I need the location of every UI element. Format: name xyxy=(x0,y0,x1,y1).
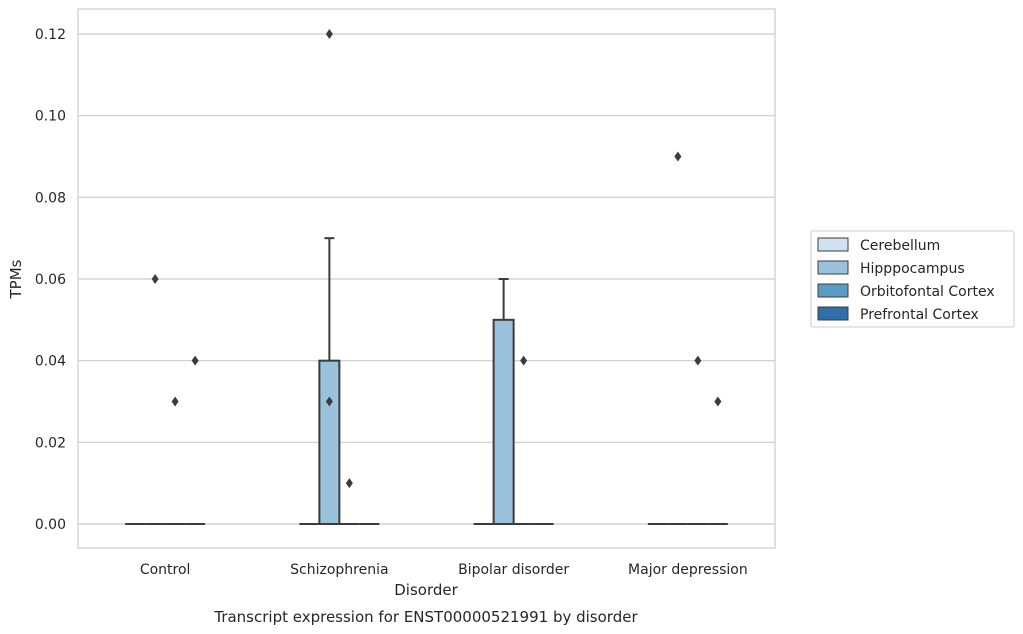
outlier-point xyxy=(325,396,333,407)
y-tick-label: 0.06 xyxy=(35,272,66,288)
y-tick-label: 0.10 xyxy=(35,109,66,125)
outlier-point xyxy=(191,355,199,366)
y-axis-ticks: 0.00 0.02 0.04 0.06 0.08 0.10 0.12 xyxy=(35,27,66,533)
x-tick-label: Bipolar disorder xyxy=(458,562,569,578)
legend-frame xyxy=(810,230,1015,328)
box-hipppocampus xyxy=(145,274,166,525)
box-rect xyxy=(318,359,341,525)
box-rect xyxy=(492,318,515,526)
legend-swatch xyxy=(817,306,849,321)
legend-swatch xyxy=(817,283,849,298)
outlier-point xyxy=(520,355,528,366)
plot-frame xyxy=(77,8,776,549)
y-tick-label: 0.04 xyxy=(35,354,66,370)
legend-label: Hipppocampus xyxy=(860,261,965,277)
chart-title: Transcript expression for ENST0000052199… xyxy=(213,608,638,626)
legend: Cerebellum Hipppocampus Orbitofontal Corte… xyxy=(810,230,1015,328)
outlier-point xyxy=(171,396,179,407)
outlier-point xyxy=(151,274,159,284)
legend-label: Prefrontal Cortex xyxy=(860,307,979,323)
x-tick-label: Major depression xyxy=(628,562,748,578)
x-axis-ticks: Control Schizophrenia Bipolar disorder Majo… xyxy=(140,562,748,578)
x-tick-label: Schizophrenia xyxy=(290,562,388,578)
box-orbitofontal-cortex xyxy=(165,396,186,525)
box-hipppocampus xyxy=(318,29,341,525)
box-prefrontal-cortex xyxy=(707,396,728,525)
box-plot-series xyxy=(125,29,728,526)
outlier-point xyxy=(325,29,333,39)
y-axis-title: TPMs xyxy=(7,259,25,299)
y-tick-label: 0.00 xyxy=(35,517,66,533)
box-hipppocampus xyxy=(667,151,688,525)
box-hipppocampus xyxy=(492,278,515,526)
y-tick-label: 0.02 xyxy=(35,435,66,451)
outlier-point xyxy=(345,478,353,489)
box-orbitofontal-cortex xyxy=(687,355,708,525)
y-tick-label: 0.08 xyxy=(35,190,66,206)
legend-swatch xyxy=(817,237,849,252)
x-tick-label: Control xyxy=(140,562,191,578)
outlier-point xyxy=(674,151,682,162)
legend-label: Cerebellum xyxy=(860,238,940,254)
grid-lines xyxy=(78,33,775,525)
outlier-point xyxy=(694,355,702,366)
box-orbitofontal-cortex xyxy=(513,355,534,525)
y-tick-label: 0.12 xyxy=(35,27,66,43)
legend-label: Orbitofontal Cortex xyxy=(860,284,995,300)
box-orbitofontal-cortex xyxy=(339,478,360,525)
box-prefrontal-cortex xyxy=(185,355,206,525)
x-axis-title: Disorder xyxy=(394,581,458,599)
legend-swatch xyxy=(817,260,849,275)
outlier-point xyxy=(714,396,722,407)
